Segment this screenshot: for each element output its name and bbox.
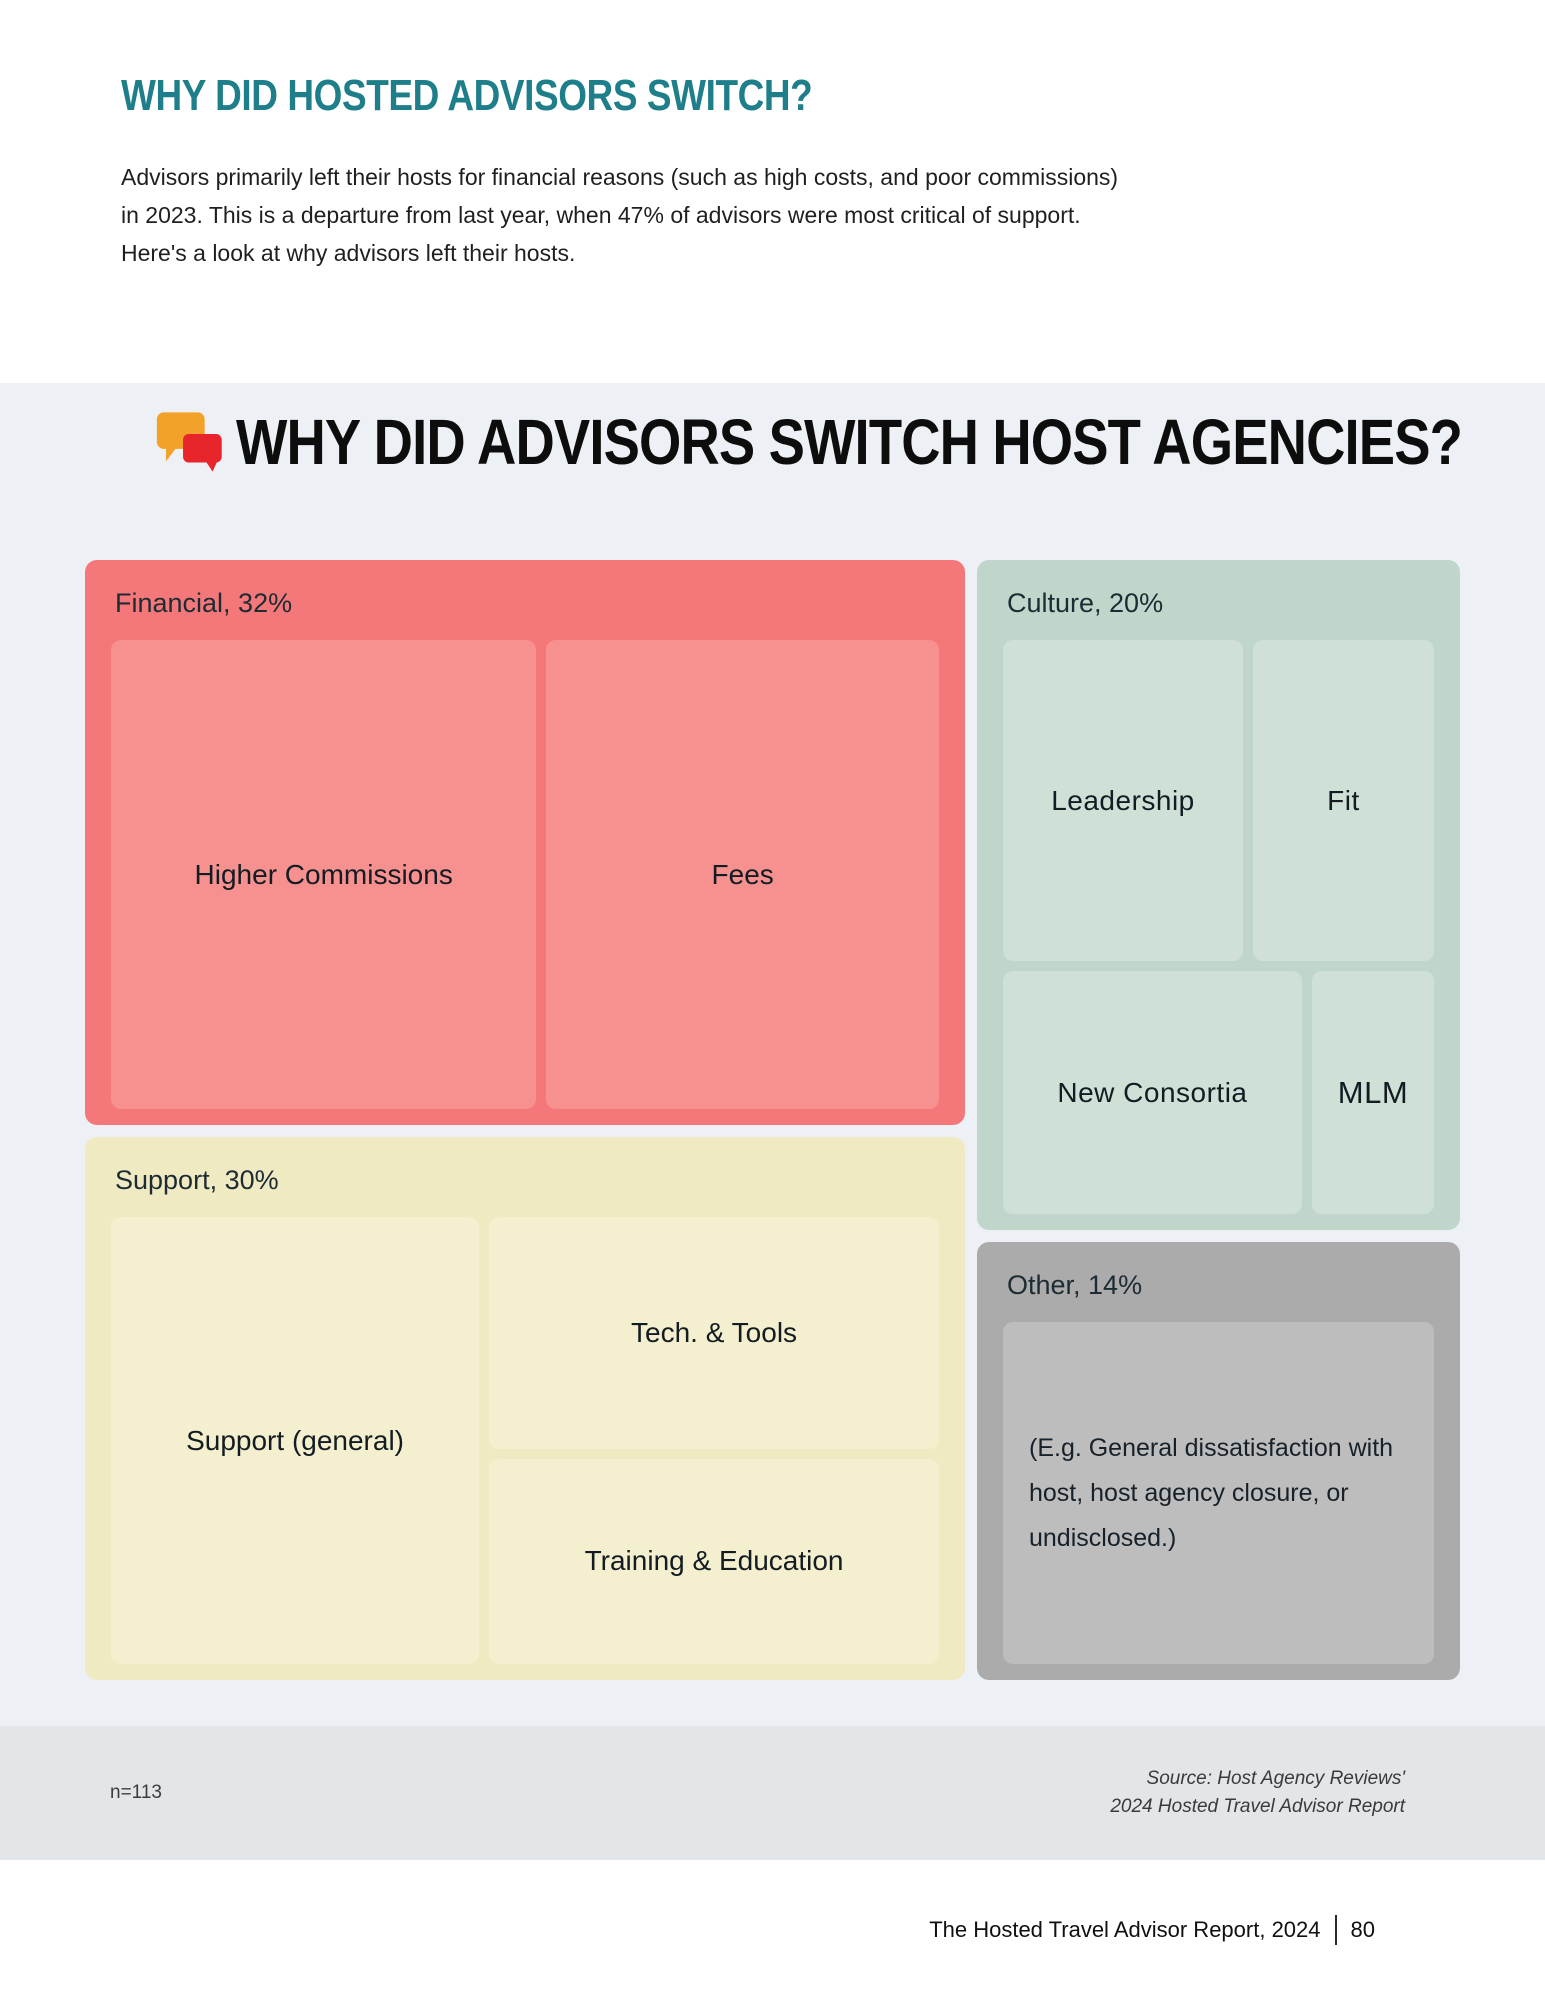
tile-label: Higher Commissions xyxy=(194,858,453,890)
treemap-right-column: Culture, 20% Leadership Fit New Consorti… xyxy=(977,560,1460,1680)
chart-title-row: WHY DID ADVISORS SWITCH HOST AGENCIES? xyxy=(152,409,1545,475)
treemap-tile-leadership: Leadership xyxy=(1003,640,1243,962)
page-number: 80 xyxy=(1350,1917,1375,1942)
financial-tiles: Higher Commissions Fees xyxy=(111,640,939,1109)
tile-label: Fees xyxy=(711,858,774,890)
speech-bubbles-icon xyxy=(156,412,222,472)
treemap-tile-fees: Fees xyxy=(546,640,939,1109)
sample-size: n=113 xyxy=(110,1782,162,1803)
chart-title: WHY DID ADVISORS SWITCH HOST AGENCIES? xyxy=(236,410,1545,474)
treemap-tile-other-description: (E.g. General dissatisfaction with host,… xyxy=(1003,1322,1434,1664)
section-heading-text: WHY DID HOSTED ADVISORS SWITCH? xyxy=(121,71,813,120)
chart-source-line1: Source: Host Agency Reviews' xyxy=(1146,1768,1405,1789)
chart-section: WHY DID ADVISORS SWITCH HOST AGENCIES? F… xyxy=(0,383,1545,1860)
tile-label: (E.g. General dissatisfaction with host,… xyxy=(1029,1433,1394,1552)
treemap-category-support: Support, 30% Support (general) Tech. & T… xyxy=(85,1137,965,1680)
treemap-tile-training-education: Training & Education xyxy=(489,1458,939,1664)
treemap: Financial, 32% Higher Commissions Fees S… xyxy=(85,560,1460,1680)
treemap-left-column: Financial, 32% Higher Commissions Fees S… xyxy=(85,560,965,1680)
category-label-financial: Financial, 32% xyxy=(115,588,293,618)
tile-label: Leadership xyxy=(1051,784,1195,816)
tile-label: Support (general) xyxy=(186,1424,404,1456)
treemap-category-culture: Culture, 20% Leadership Fit New Consorti… xyxy=(977,560,1460,1230)
other-tiles: (E.g. General dissatisfaction with host,… xyxy=(1003,1322,1434,1664)
culture-tiles: Leadership Fit New Consortia MLM xyxy=(1003,640,1434,1214)
treemap-tile-higher-commissions: Higher Commissions xyxy=(111,640,537,1109)
category-label-other: Other, 14% xyxy=(1007,1270,1143,1300)
section-heading: WHY DID HOSTED ADVISORS SWITCH? xyxy=(121,74,1545,118)
tile-label: Tech. & Tools xyxy=(631,1316,798,1348)
treemap-category-other: Other, 14% (E.g. General dissatisfaction… xyxy=(977,1242,1460,1680)
chart-source: Source: Host Agency Reviews' 2024 Hosted… xyxy=(1110,1765,1405,1821)
tile-label: Fit xyxy=(1327,784,1360,816)
treemap-category-financial: Financial, 32% Higher Commissions Fees xyxy=(85,560,965,1125)
treemap-tile-tech-tools: Tech. & Tools xyxy=(489,1217,939,1449)
page-top: WHY DID HOSTED ADVISORS SWITCH? Advisors… xyxy=(0,0,1545,272)
report-title: The Hosted Travel Advisor Report, 2024 xyxy=(929,1917,1321,1942)
culture-top-row: Leadership Fit xyxy=(1003,640,1434,962)
treemap-tile-new-consortia: New Consortia xyxy=(1003,971,1302,1214)
treemap-tile-mlm: MLM xyxy=(1311,971,1434,1214)
treemap-tile-fit: Fit xyxy=(1252,640,1434,962)
chart-title-text: WHY DID ADVISORS SWITCH HOST AGENCIES? xyxy=(236,406,1463,478)
chart-footnote-bar: n=113 Source: Host Agency Reviews' 2024 … xyxy=(0,1726,1545,1860)
tile-label: Training & Education xyxy=(584,1545,844,1577)
culture-bottom-row: New Consortia MLM xyxy=(1003,971,1434,1214)
tile-label: New Consortia xyxy=(1057,1076,1248,1108)
support-right-tiles: Tech. & Tools Training & Education xyxy=(489,1217,939,1664)
category-label-support: Support, 30% xyxy=(115,1165,279,1195)
page-footer: The Hosted Travel Advisor Report, 2024 8… xyxy=(0,1860,1545,2000)
support-tiles: Support (general) Tech. & Tools Training… xyxy=(111,1217,939,1664)
chart-source-line2: 2024 Hosted Travel Advisor Report xyxy=(1110,1796,1405,1817)
intro-paragraph: Advisors primarily left their hosts for … xyxy=(121,164,1119,266)
category-label-culture: Culture, 20% xyxy=(1007,588,1164,618)
tile-label: MLM xyxy=(1337,1074,1409,1110)
footer-separator xyxy=(1334,1915,1337,1945)
treemap-tile-support-general: Support (general) xyxy=(111,1217,480,1664)
